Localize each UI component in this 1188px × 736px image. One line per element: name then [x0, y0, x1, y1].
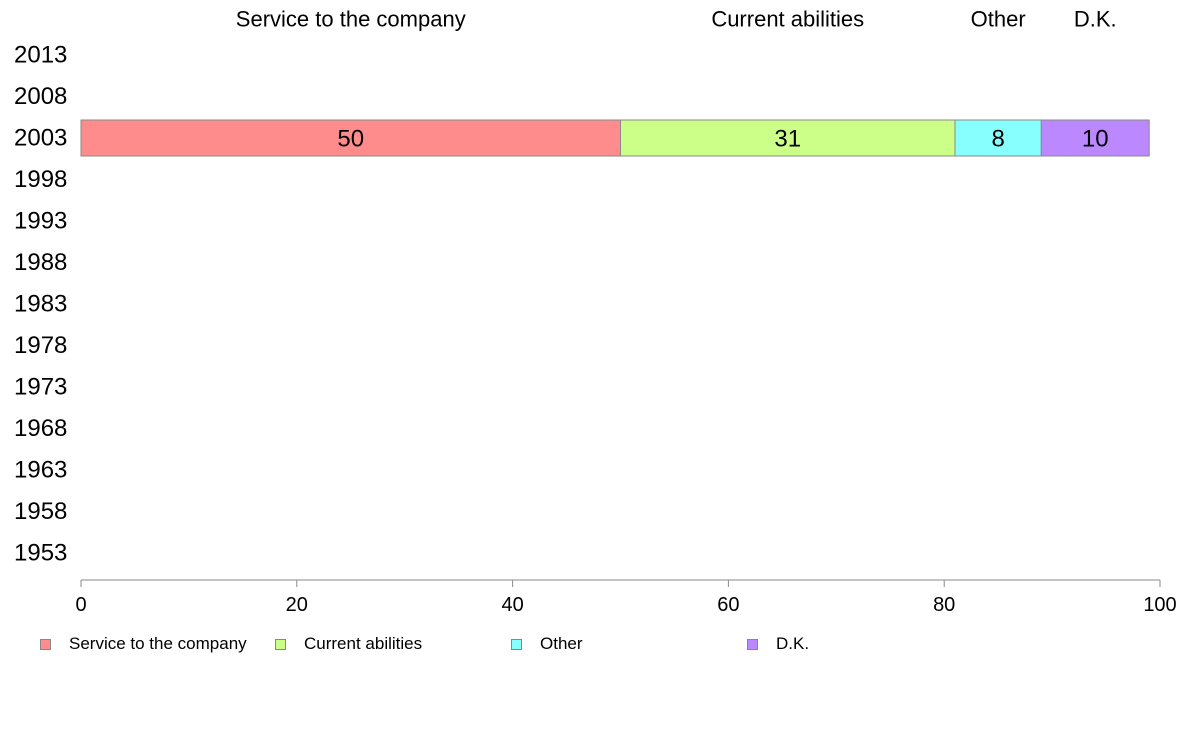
legend-swatch: [275, 638, 286, 650]
legend: Service to the company Current abilities O…: [40, 634, 1140, 654]
bar-value-label: 31: [774, 126, 801, 153]
legend-item: Current abilities: [275, 634, 422, 654]
bar-value-label: 8: [991, 126, 1004, 153]
bar-value-label: 10: [1082, 126, 1109, 153]
bar-segment: [80, 119, 621, 157]
series-header-label: Current abilities: [711, 7, 864, 32]
legend-swatch: [747, 638, 758, 650]
y-tick-label: 2008: [14, 83, 67, 110]
legend-item: D.K.: [747, 634, 809, 654]
y-tick-label: 2013: [14, 42, 67, 69]
bar-segment: [954, 119, 1042, 157]
series-header-label: Other: [971, 7, 1026, 32]
legend-swatch: [511, 638, 522, 650]
legend-label: Current abilities: [304, 634, 423, 653]
y-tick-label: 1953: [14, 540, 67, 567]
x-tick-label: 80: [933, 594, 955, 616]
y-tick-label: 1983: [14, 291, 67, 318]
y-tick-label: 1963: [14, 457, 67, 484]
y-tick-label: 1968: [14, 415, 67, 442]
series-header-label: D.K.: [1074, 7, 1117, 32]
bar-value-label: 50: [337, 126, 364, 153]
series-header-label: Service to the company: [236, 7, 466, 32]
legend-item: Service to the company: [40, 634, 247, 654]
bar-segment: [1040, 119, 1150, 157]
x-tick-label: 40: [501, 594, 523, 616]
y-tick-label: 1998: [14, 166, 67, 193]
legend-label: Service to the company: [69, 634, 247, 653]
legend-label: Other: [540, 634, 583, 653]
y-axis-labels: 2013 2008 2003 1998 1993 1988 1983 1978 1973 1968…: [14, 42, 67, 567]
x-tick-label: 100: [1143, 594, 1176, 616]
bar-segment: [620, 119, 956, 157]
bars: 50 31 8 10: [80, 119, 1150, 157]
series-header-labels: Service to the company Current abilities O…: [236, 7, 1117, 32]
y-tick-label: 1993: [14, 208, 67, 235]
y-tick-label: 1958: [14, 498, 67, 525]
x-tick-label: 60: [717, 594, 739, 616]
y-tick-label: 1988: [14, 249, 67, 276]
x-axis: 0 20 40 60 80 100: [75, 579, 1177, 616]
x-tick-label: 0: [75, 594, 86, 616]
legend-item: Other: [511, 634, 583, 654]
legend-swatch: [40, 638, 51, 650]
y-tick-label: 1978: [14, 332, 67, 359]
x-tick-label: 20: [286, 594, 308, 616]
y-tick-label: 1973: [14, 374, 67, 401]
y-tick-label: 2003: [14, 125, 67, 152]
legend-label: D.K.: [776, 634, 810, 653]
